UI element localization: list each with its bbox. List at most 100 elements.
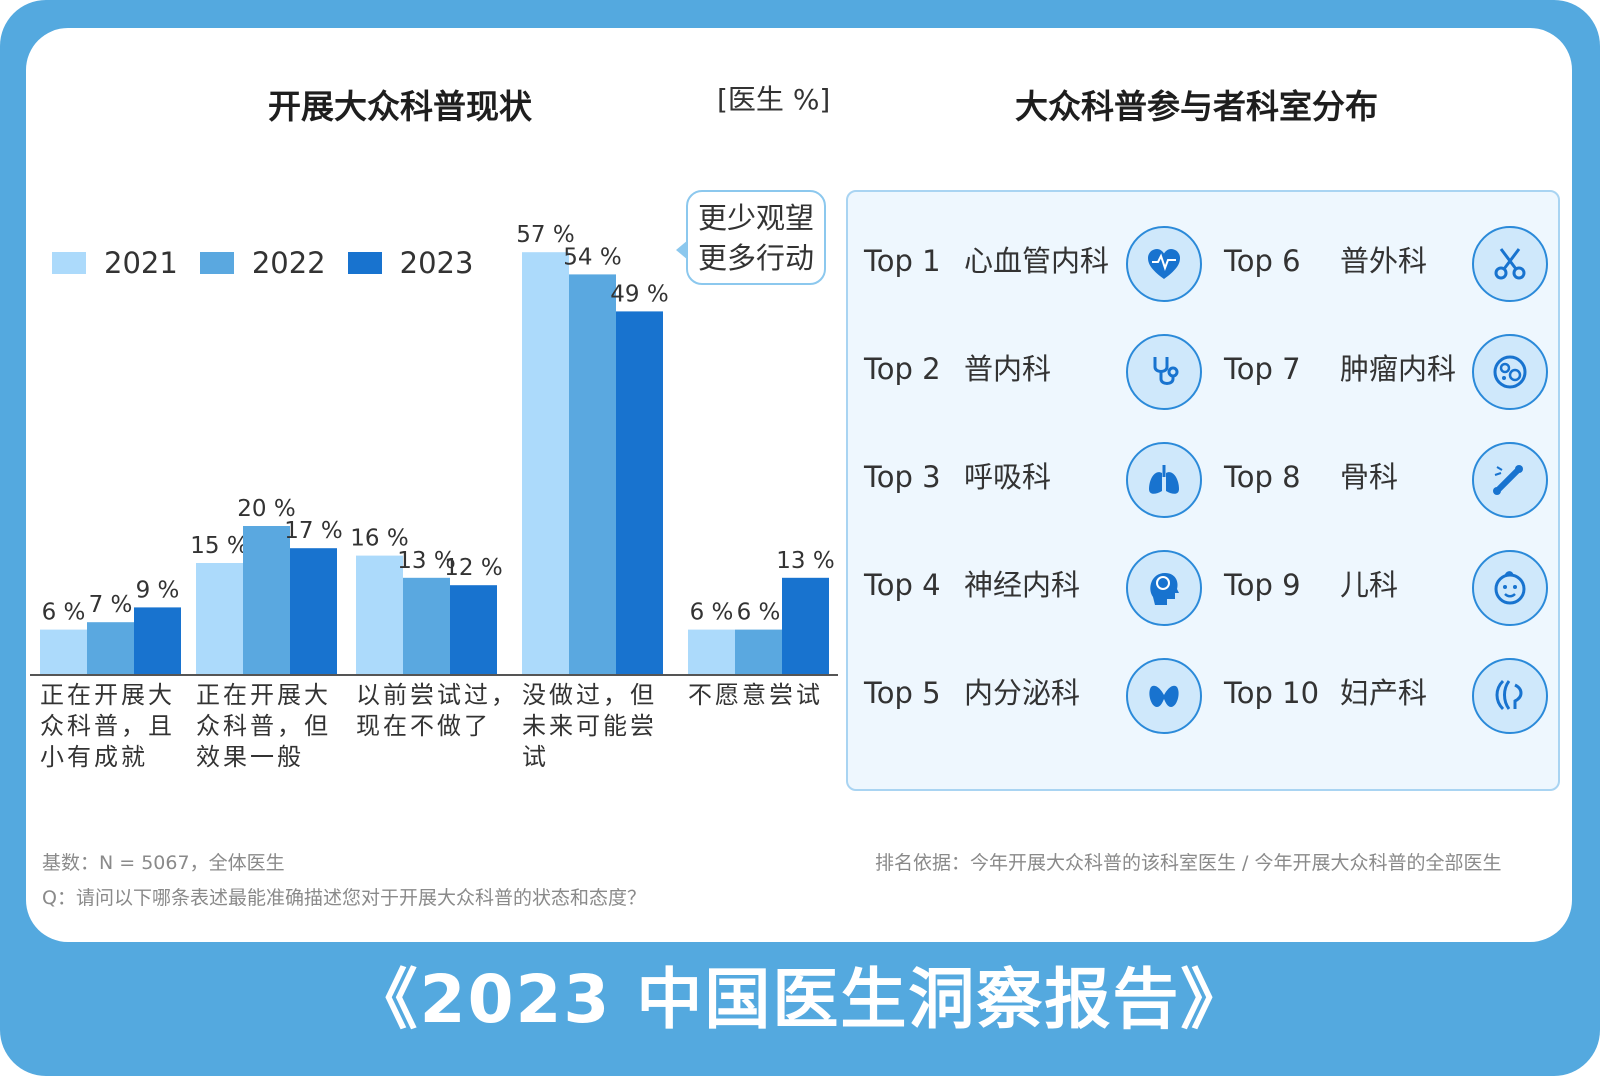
bar-2022-cat4 — [569, 274, 616, 674]
legend-label-2022: 2022 — [251, 246, 326, 280]
brain-head-icon — [1126, 550, 1202, 626]
rank-label: Top 7 — [1224, 352, 1301, 386]
value-label-2022-cat4: 54 % — [563, 244, 621, 270]
category-label-line: 不愿意尝试 — [688, 681, 823, 709]
category-label-line: 正在开展大 — [196, 681, 331, 709]
bar-2023-cat2 — [290, 548, 337, 674]
bar-2021-cat5 — [688, 629, 735, 674]
category-label-line: 众科普，且 — [40, 712, 175, 740]
value-label-2021-cat2: 15 % — [190, 533, 248, 559]
chart-legend: 2021 2022 2023 — [52, 246, 495, 280]
department-name: 神经内科 — [964, 568, 1081, 602]
department-name: 心血管内科 — [964, 244, 1110, 278]
value-label-2022-cat5: 6 % — [737, 600, 781, 626]
rank-label: Top 3 — [864, 460, 941, 494]
rank-label: Top 10 — [1224, 676, 1320, 710]
callout-line-1: 更少观望 — [697, 201, 814, 235]
bar-2022-cat3 — [403, 577, 450, 674]
tumor-cell-icon — [1472, 334, 1548, 410]
value-label-2022-cat3: 13 % — [397, 548, 455, 574]
department-name: 肿瘤内科 — [1340, 352, 1457, 386]
report-banner: 《2023 中国医生洞察报告》 — [351, 961, 1249, 1038]
callout-tail — [676, 240, 688, 260]
baby-face-icon — [1472, 550, 1548, 626]
legend-item-2021: 2021 — [52, 246, 178, 280]
value-label-2022-cat1: 7 % — [89, 592, 133, 618]
value-label-2023-cat5: 13 % — [776, 548, 834, 574]
bar-2023-cat5 — [782, 577, 829, 674]
department-name: 普内科 — [964, 352, 1052, 386]
bar-chart: 6 % 7 %9 %15 %20 %17 % 16 %13 %12 %57 %54 … — [30, 222, 838, 676]
lungs-icon — [1126, 442, 1202, 518]
department-name: 骨科 — [1340, 460, 1399, 494]
bar-2021-cat1 — [40, 629, 87, 674]
department-name: 呼吸科 — [964, 460, 1052, 494]
rank-label: Top 5 — [864, 676, 941, 710]
rank-label: Top 1 — [864, 244, 941, 278]
category-label-line: 未来可能尝 — [522, 712, 657, 740]
value-label-2023-cat4: 49 % — [610, 281, 668, 307]
category-label-line: 小有成就 — [40, 743, 148, 771]
bar-2021-cat4 — [522, 252, 569, 674]
category-label-line: 试 — [522, 743, 549, 771]
department-name: 内分泌科 — [964, 676, 1081, 710]
bar-2022-cat5 — [735, 629, 782, 674]
department-name: 普外科 — [1340, 244, 1428, 278]
thyroid-icon — [1126, 658, 1202, 734]
bar-2023-cat1 — [134, 607, 181, 674]
uterus-icon — [1472, 658, 1548, 734]
scissors-icon — [1472, 226, 1548, 302]
value-label-2021-cat3: 16 % — [350, 526, 408, 552]
unit-label: [医生 %] — [717, 83, 831, 116]
category-label-5: 不愿意尝试 — [688, 680, 823, 711]
bar-2022-cat1 — [87, 622, 134, 674]
ranking-title: 大众科普参与者科室分布 — [1015, 87, 1378, 126]
category-label-3: 以前尝试过， 现在不做了 — [356, 680, 518, 742]
legend-swatch-2023 — [347, 252, 382, 274]
category-label-4: 没做过，但未来可能尝试 — [522, 680, 657, 773]
base-note: 基数：N = 5067，全体医生 — [42, 852, 285, 874]
value-label-2023-cat3: 12 % — [444, 555, 502, 581]
bar-2023-cat3 — [450, 585, 497, 674]
stethoscope-icon — [1126, 334, 1202, 410]
department-name: 妇产科 — [1340, 676, 1428, 710]
heart-icon — [1126, 226, 1202, 302]
category-label-line: 现在不做了 — [356, 712, 491, 740]
ranking-panel — [846, 190, 1560, 791]
category-label-2: 正在开展大众科普，但效果一般 — [196, 680, 331, 773]
category-label-1: 正在开展大众科普，且小有成就 — [40, 680, 175, 773]
bar-2021-cat3 — [356, 555, 403, 674]
category-label-line: 效果一般 — [196, 743, 304, 771]
rank-label: Top 9 — [1224, 568, 1301, 602]
category-label-line: 以前尝试过， — [356, 681, 518, 709]
legend-item-2022: 2022 — [199, 246, 326, 280]
value-label-2021-cat1: 6 % — [42, 600, 86, 626]
legend-label-2023: 2023 — [399, 246, 474, 280]
value-label-2021-cat4: 57 % — [516, 222, 574, 248]
rank-label: Top 2 — [864, 352, 941, 386]
department-name: 儿科 — [1340, 568, 1399, 602]
bar-2023-cat4 — [616, 311, 663, 674]
value-label-2023-cat2: 17 % — [284, 518, 342, 544]
legend-item-2023: 2023 — [347, 246, 474, 280]
category-label-line: 众科普，但 — [196, 712, 331, 740]
bar-2022-cat2 — [243, 526, 290, 674]
callout-bubble: 更少观望 更多行动 — [686, 190, 826, 285]
bone-icon — [1472, 442, 1548, 518]
rank-label: Top 8 — [1224, 460, 1301, 494]
rank-label: Top 6 — [1224, 244, 1301, 278]
rank-label: Top 4 — [864, 568, 941, 602]
callout-line-2: 更多行动 — [697, 241, 814, 275]
value-label-2021-cat5: 6 % — [690, 600, 734, 626]
category-label-line: 没做过，但 — [522, 681, 657, 709]
legend-label-2021: 2021 — [104, 246, 178, 280]
bar-2021-cat2 — [196, 563, 243, 674]
question-note: Q：请问以下哪条表述最能准确描述您对于开展大众科普的状态和态度？ — [42, 887, 646, 909]
chart-title: 开展大众科普现状 — [268, 87, 532, 126]
ranking-basis-note: 排名依据：今年开展大众科普的该科室医生 / 今年开展大众科普的全部医生 — [875, 852, 1502, 874]
category-label-line: 正在开展大 — [40, 681, 175, 709]
legend-swatch-2022 — [199, 252, 234, 274]
value-label-2023-cat1: 9 % — [136, 577, 180, 603]
value-label-2022-cat2: 20 % — [237, 496, 295, 522]
legend-swatch-2021 — [52, 252, 86, 274]
